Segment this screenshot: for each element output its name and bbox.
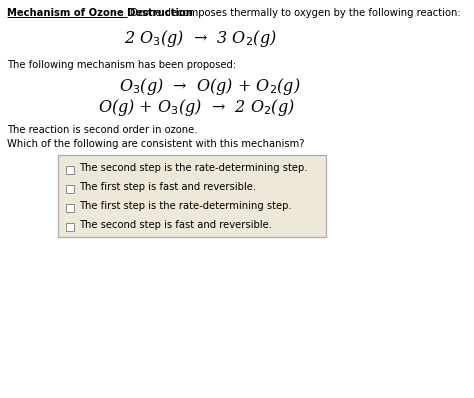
Text: Ozone decomposes thermally to oxygen by the following reaction:: Ozone decomposes thermally to oxygen by … — [127, 8, 461, 18]
Text: The following mechanism has been proposed:: The following mechanism has been propose… — [7, 60, 236, 70]
Text: 2 O$_3$(g)  →  3 O$_2$(g): 2 O$_3$(g) → 3 O$_2$(g) — [124, 28, 276, 49]
Bar — [66, 185, 74, 193]
Bar — [66, 166, 74, 174]
Text: The second step is fast and reversible.: The second step is fast and reversible. — [79, 220, 272, 230]
Bar — [66, 222, 74, 230]
Text: Which of the following are consistent with this mechanism?: Which of the following are consistent wi… — [7, 139, 304, 149]
Text: The second step is the rate-determining step.: The second step is the rate-determining … — [79, 163, 308, 173]
Text: O$_3$(g)  →  O(g) + O$_2$(g): O$_3$(g) → O(g) + O$_2$(g) — [119, 76, 301, 97]
Text: The first step is fast and reversible.: The first step is fast and reversible. — [79, 182, 256, 192]
Bar — [58, 155, 326, 237]
Text: The first step is the rate-determining step.: The first step is the rate-determining s… — [79, 201, 292, 211]
Text: O(g) + O$_3$(g)  →  2 O$_2$(g): O(g) + O$_3$(g) → 2 O$_2$(g) — [98, 97, 294, 118]
Text: Mechanism of Ozone Destruction: Mechanism of Ozone Destruction — [7, 8, 193, 18]
Text: The reaction is second order in ozone.: The reaction is second order in ozone. — [7, 125, 198, 135]
Bar — [66, 203, 74, 212]
